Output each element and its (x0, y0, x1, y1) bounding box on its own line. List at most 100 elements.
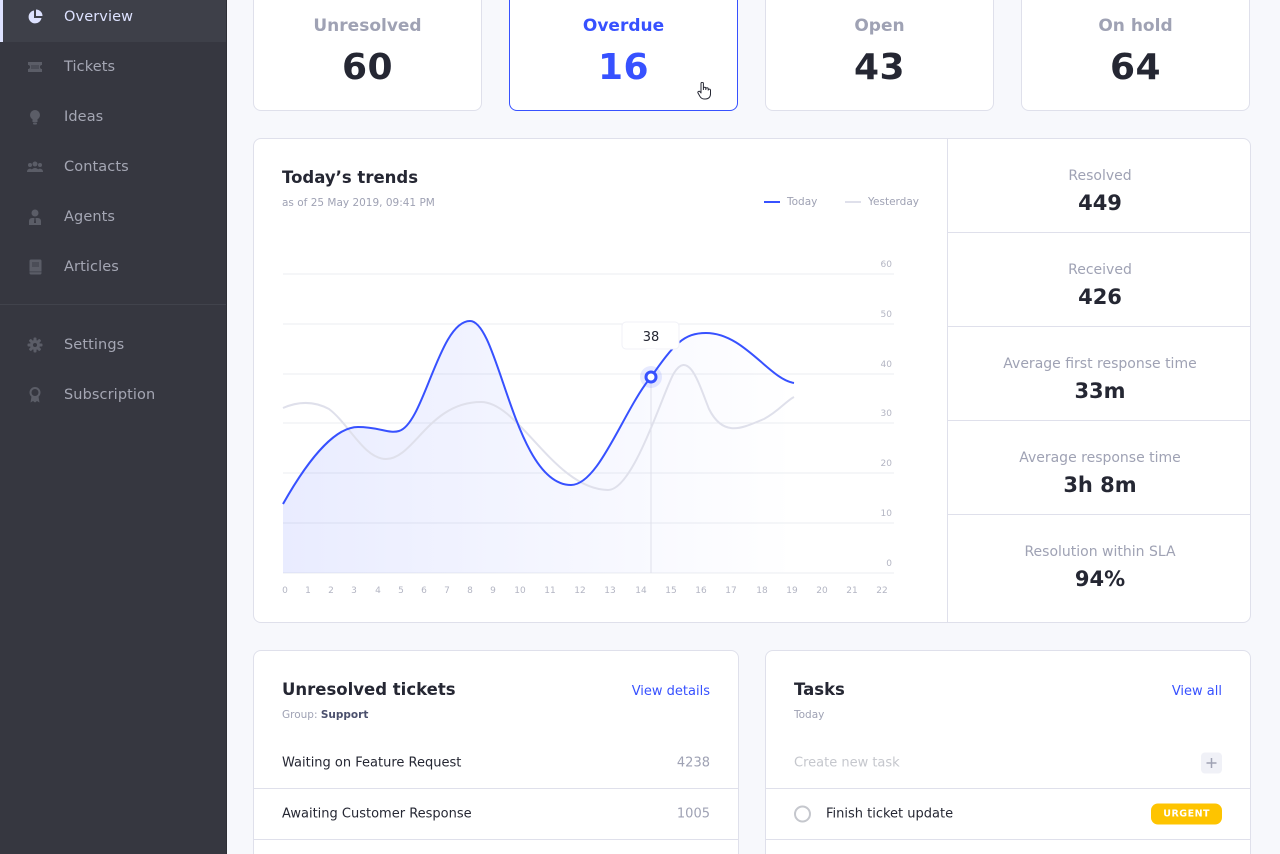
kpi-label: On hold (1098, 16, 1173, 36)
stat-value: 94% (1074, 567, 1126, 591)
sidebar-item-label: Overview (64, 9, 134, 25)
legend-label: Today (787, 196, 818, 208)
stat-value: 449 (1078, 191, 1122, 215)
legend-swatch-yesterday (845, 201, 861, 203)
svg-text:22: 22 (876, 586, 887, 596)
svg-text:20: 20 (816, 586, 828, 596)
task-checkbox[interactable] (794, 805, 811, 823)
svg-text:6: 6 (421, 586, 427, 596)
stat-label: Average response time (1019, 450, 1181, 466)
task-row: Finish ticket update URGENT (766, 788, 1250, 839)
sidebar-item-label: Contacts (64, 159, 129, 175)
new-task-input[interactable] (794, 755, 1154, 770)
svg-text:7: 7 (444, 586, 450, 596)
svg-text:20: 20 (881, 459, 893, 469)
kpi-value: 64 (1109, 47, 1162, 88)
kpi-label: Overdue (582, 16, 665, 36)
book-icon (27, 259, 43, 275)
kpi-value: 60 (341, 47, 394, 88)
legend-swatch-today (764, 201, 780, 203)
svg-text:1: 1 (305, 586, 311, 596)
svg-text:14: 14 (635, 586, 647, 596)
agent-icon (27, 209, 43, 225)
stat-value: 3h 8m (1063, 473, 1137, 497)
sidebar-edge (226, 0, 227, 854)
sidebar-item-label: Ideas (64, 109, 104, 125)
chart-tooltip (621, 321, 680, 354)
stat-received: Received 426 (948, 233, 1250, 327)
group-value: Support (320, 709, 369, 721)
sidebar-item-tickets[interactable]: Tickets (0, 42, 227, 92)
trends-chart[interactable]: 38 60 50 40 30 20 10 0 0 1 2 3 4 5 6 7 8… (254, 139, 947, 623)
stats-panel: Resolved 449 Received 426 Average first … (947, 139, 1250, 622)
sidebar-item-label: Settings (64, 337, 125, 353)
today-line (282, 319, 795, 505)
sidebar-item-label: Articles (64, 259, 119, 275)
view-all-link[interactable]: View all (1171, 684, 1222, 699)
today-area (283, 321, 794, 573)
ticket-row-label: Awaiting Customer Response (282, 806, 472, 822)
sidebar-item-label: Tickets (64, 59, 116, 75)
kpi-card-on-hold[interactable]: On hold 64 (1021, 0, 1250, 111)
award-icon (27, 387, 43, 403)
sidebar-item-articles[interactable]: Articles (0, 242, 227, 292)
svg-text:17: 17 (725, 586, 736, 596)
stat-label: Resolution within SLA (1024, 544, 1176, 560)
yesterday-line (282, 364, 795, 492)
group-label-text: Group: (282, 709, 318, 721)
stat-sla: Resolution within SLA 94% (948, 515, 1250, 622)
svg-text:40: 40 (881, 360, 893, 370)
sidebar-item-settings[interactable]: Settings (0, 320, 227, 370)
users-icon (27, 159, 43, 175)
kpi-label: Open (854, 16, 905, 36)
svg-text:0: 0 (886, 559, 892, 569)
legend-yesterday: Yesterday (845, 196, 919, 208)
tasks-subtitle: Today (794, 709, 825, 721)
stat-avg-first-response: Average first response time 33m (948, 327, 1250, 421)
legend-today: Today (764, 196, 817, 208)
ticket-row[interactable]: Awaiting Customer Response 1005 (254, 788, 738, 839)
stat-value: 33m (1074, 379, 1126, 403)
sidebar-item-agents[interactable]: Agents (0, 192, 227, 242)
pie-chart-icon (27, 9, 43, 25)
hover-point[interactable] (644, 370, 658, 384)
ticket-row-count: 4238 (676, 755, 710, 770)
x-axis-labels: 0 1 2 3 4 5 6 7 8 9 10 11 12 13 14 15 16… (282, 586, 888, 596)
gear-icon (27, 337, 43, 353)
svg-text:19: 19 (786, 586, 798, 596)
unresolved-tickets-card: Unresolved tickets View details Group: S… (253, 650, 739, 854)
trends-title: Today’s trends (282, 168, 419, 187)
stat-label: Average first response time (1003, 356, 1197, 372)
ticket-row-count: 1005 (676, 806, 710, 822)
kpi-card-unresolved[interactable]: Unresolved 60 (253, 0, 482, 111)
card-title: Tasks (794, 680, 845, 699)
view-details-link[interactable]: View details (631, 684, 710, 699)
ticket-row[interactable]: Waiting on Feature Request 4238 (254, 737, 738, 788)
svg-text:18: 18 (756, 586, 768, 596)
tasks-card: Tasks View all Today Finish ticket updat… (765, 650, 1251, 854)
svg-text:21: 21 (846, 586, 857, 596)
sidebar-divider (0, 304, 227, 305)
sidebar-item-ideas[interactable]: Ideas (0, 92, 227, 142)
sidebar-item-contacts[interactable]: Contacts (0, 142, 227, 192)
svg-text:50: 50 (881, 310, 893, 320)
svg-text:11: 11 (544, 586, 555, 596)
svg-text:15: 15 (665, 586, 676, 596)
svg-text:13: 13 (604, 586, 615, 596)
group-label: Group: Support (282, 709, 368, 721)
new-task-row (766, 737, 1250, 788)
trends-subtitle: as of 25 May 2019, 09:41 PM (282, 197, 435, 209)
stat-value: 426 (1078, 285, 1122, 309)
stat-avg-response: Average response time 3h 8m (948, 421, 1250, 515)
add-task-button[interactable] (1201, 752, 1222, 773)
lightbulb-icon (27, 109, 43, 125)
sidebar-item-subscription[interactable]: Subscription (0, 370, 227, 420)
kpi-card-open[interactable]: Open 43 (765, 0, 994, 111)
kpi-value: 43 (853, 47, 906, 88)
ticket-row[interactable] (254, 839, 738, 854)
ticket-icon (27, 59, 43, 75)
sidebar-item-overview[interactable]: Overview (0, 0, 227, 42)
sidebar: Overview Tickets Ideas Contacts Agents A… (0, 0, 227, 854)
sidebar-item-label: Subscription (64, 387, 156, 403)
plus-icon (1206, 757, 1217, 768)
